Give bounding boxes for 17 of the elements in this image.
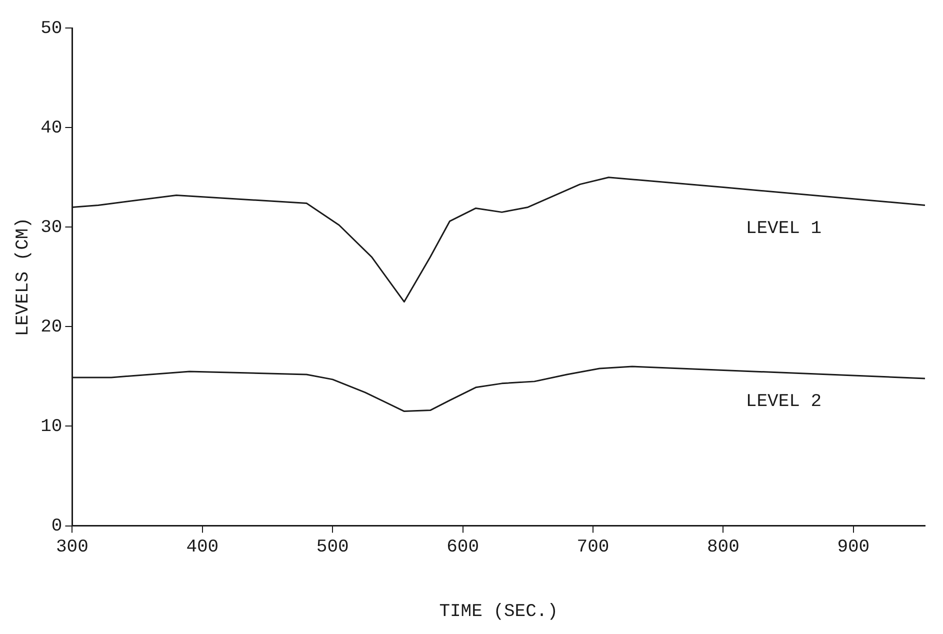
x-tick-label: 600 bbox=[446, 537, 479, 558]
x-tick-label: 900 bbox=[837, 537, 870, 558]
series-label: LEVEL 1 bbox=[746, 218, 822, 239]
y-tick-label: 50 bbox=[40, 18, 62, 39]
x-tick-label: 700 bbox=[576, 537, 610, 558]
y-tick-label: 10 bbox=[40, 417, 62, 438]
x-tick-label: 500 bbox=[316, 537, 349, 558]
y-tick-label: 40 bbox=[40, 118, 62, 138]
x-tick-label: 400 bbox=[186, 537, 219, 558]
y-axis-title: LEVELS (CM) bbox=[14, 217, 34, 336]
x-axis-title: TIME (SEC.) bbox=[439, 602, 558, 622]
y-tick-label: 20 bbox=[40, 317, 62, 338]
y-tick-label: 30 bbox=[40, 218, 62, 238]
x-tick-label: 300 bbox=[56, 537, 88, 558]
x-tick-label: 800 bbox=[706, 537, 740, 558]
y-tick-label: 0 bbox=[51, 516, 62, 537]
series-label: LEVEL 2 bbox=[746, 392, 822, 412]
